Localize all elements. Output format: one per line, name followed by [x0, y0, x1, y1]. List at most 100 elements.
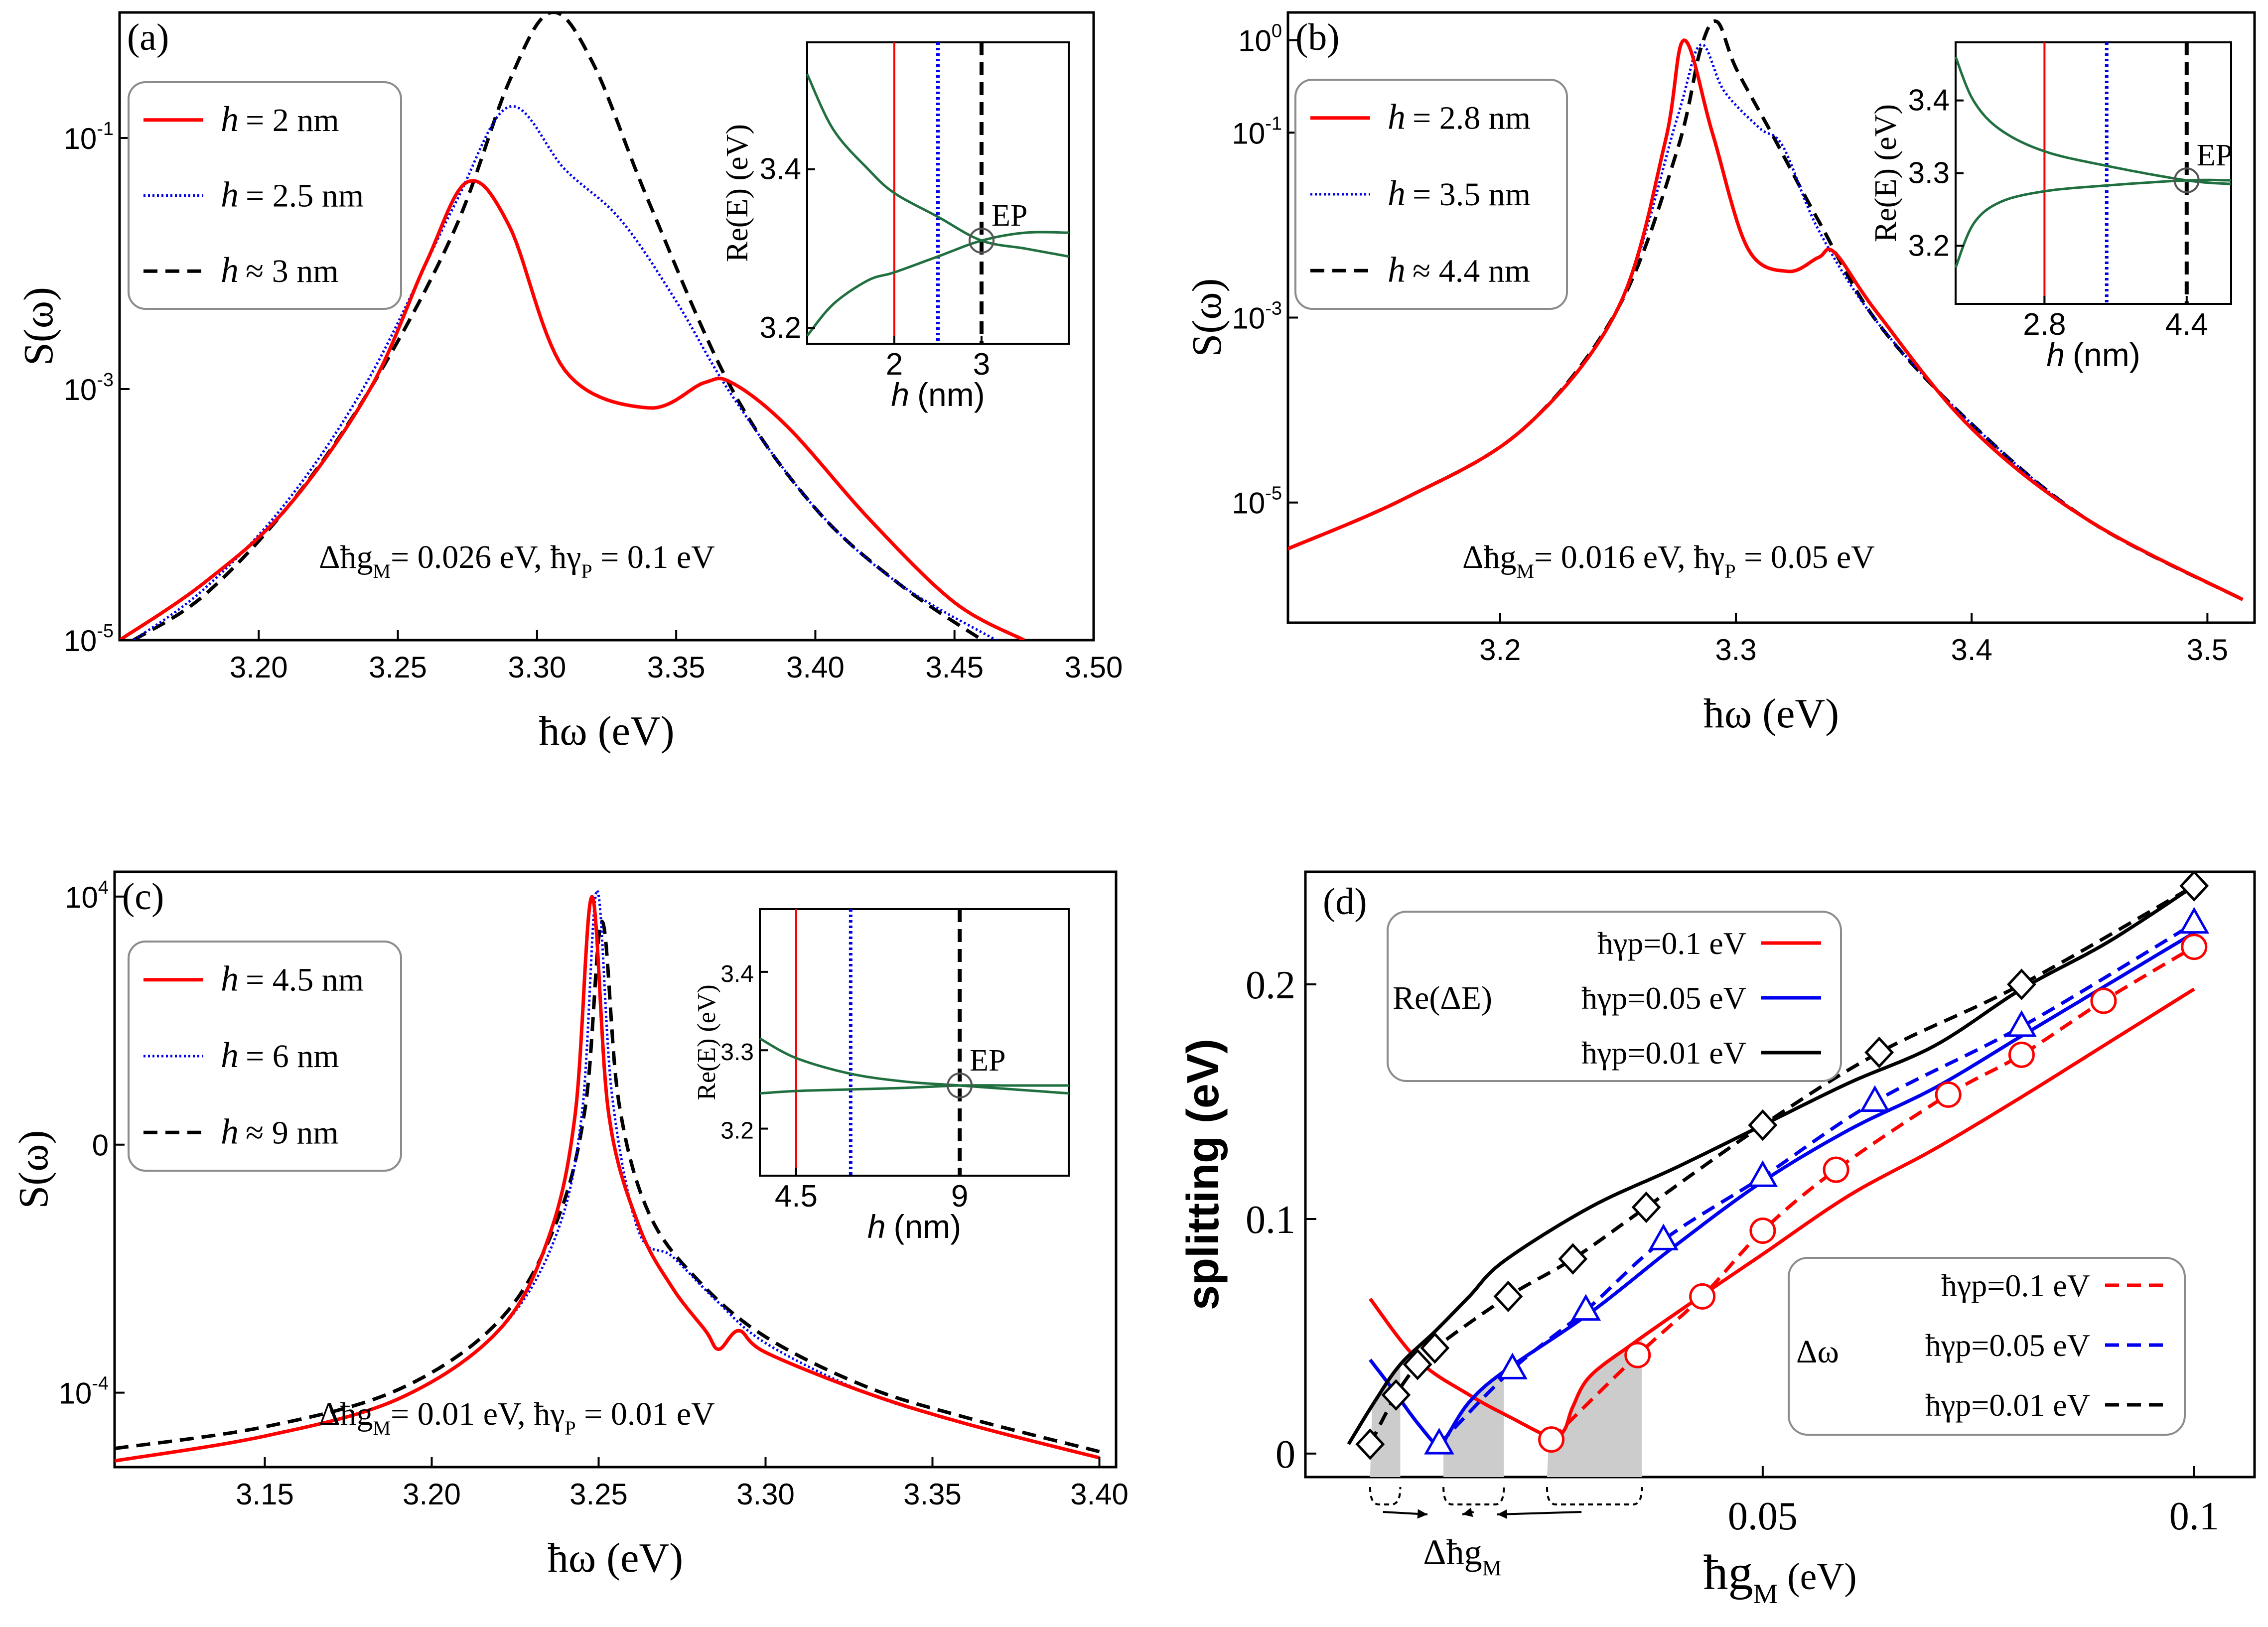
x-axis-label: ħω (eV): [1703, 690, 1839, 737]
legend-label: h = 2.5 nm: [221, 175, 364, 215]
parameter-annotation: ΔħgM= 0.01 eV, ħγP = 0.01 eV: [319, 1396, 715, 1439]
x-tick-label: 3.50: [1065, 651, 1123, 684]
splitting-line: [1437, 922, 2195, 1446]
data-marker: [1747, 1160, 1778, 1187]
panel-label: (a): [127, 16, 169, 58]
y-tick-label: 10-1: [1232, 113, 1282, 150]
y-tick-label: 10-5: [1232, 483, 1282, 520]
data-marker: [2006, 1010, 2037, 1037]
interval-bracket: [1546, 1487, 1643, 1505]
y-tick-label: 0: [92, 1129, 109, 1162]
inset-y-tick-label: 3.3: [1908, 156, 1950, 190]
inset-x-tick-label: 2.8: [2023, 307, 2066, 342]
y-tick-label: 0.2: [1246, 963, 1295, 1007]
x-axis-label: ħgM (eV): [1703, 1545, 1856, 1610]
data-marker: [1935, 1081, 1962, 1108]
x-tick-label: 3.20: [230, 651, 288, 684]
eigenvalue-branch: [806, 73, 1069, 258]
x-tick-label: 3.30: [736, 1478, 795, 1511]
inset: EP 2 3 3.2 3.4 h (nm) Re(E) (eV): [720, 41, 1070, 413]
legend-label: h ≈ 3 nm: [221, 250, 339, 290]
panel-label: (b): [1295, 16, 1340, 58]
inset-x-tick-label: 3: [973, 347, 990, 382]
plot-area: [1288, 19, 2244, 601]
legend-box: [128, 941, 402, 1172]
x-tick-label: 3.45: [925, 651, 984, 684]
inset-y-tick-label: 3.4: [760, 152, 801, 186]
x-tick-label: 3.25: [569, 1478, 628, 1511]
plot-area: [115, 889, 1100, 1463]
data-marker: [2181, 934, 2208, 960]
plot-frame: [1304, 870, 2256, 1479]
x-tick-label: 3.25: [369, 651, 427, 684]
delta-gm-label: ΔħgM: [1423, 1532, 1501, 1580]
eigenvalue-branch: [759, 1037, 1069, 1095]
data-marker: [1403, 1349, 1432, 1380]
data-marker: [2006, 968, 2036, 1000]
x-tick-label: 3.15: [236, 1478, 294, 1511]
interval-bracket: [1369, 1487, 1402, 1505]
y-tick-label: 10-3: [1232, 298, 1282, 335]
data-marker: [1424, 1427, 1454, 1455]
y-tick-label: 10-4: [58, 1373, 109, 1410]
x-tick-label: 3.40: [786, 651, 845, 684]
plot-area: [1347, 872, 2210, 1477]
inset-y-tick-label: 3.2: [760, 311, 801, 344]
eigenvalue-branch: [806, 231, 1069, 337]
inset-frame: [759, 908, 1070, 1177]
legend-box: [1788, 1257, 2186, 1436]
y-tick-label: 10-3: [63, 370, 114, 407]
legend-group-label: Δω: [1796, 1334, 1839, 1370]
legend-label: h = 6 nm: [221, 1035, 339, 1075]
inset-x-label: h (nm): [867, 1208, 961, 1245]
splitting-line: [1347, 884, 2195, 1445]
panel-b: 3.2 3.3 3.4 3.5 100 10-1 10-3 10-5 ħω (eV) S(ω) (b…: [1184, 11, 2256, 737]
panel-label: (d): [1323, 881, 1367, 923]
exceptional-point-marker: [2173, 167, 2200, 194]
inset-y-label: Re(E) (eV): [1869, 104, 1903, 242]
x-tick-label: 3.40: [1070, 1478, 1129, 1511]
y-axis-label: S(ω): [15, 287, 62, 366]
ep-label: EP: [2197, 138, 2233, 172]
plot-area: [120, 12, 1025, 640]
data-marker: [1689, 1283, 1716, 1310]
data-marker: [1823, 1156, 1849, 1183]
data-marker: [1624, 1342, 1651, 1368]
y-tick-label: 10-1: [63, 119, 114, 155]
legend-label: ħγp=0.05 eV: [1925, 1328, 2090, 1363]
exceptional-point-marker: [969, 228, 994, 254]
panel-d: 0.05 0.1 0 0.1 0.2 splitting (eV) ħgM (eV) (d) Δ…: [1178, 870, 2256, 1610]
legend-label: ħγp=0.01 eV: [1925, 1387, 2090, 1423]
data-marker: [1748, 1109, 1778, 1141]
inset-x-tick-label: 4.4: [2165, 307, 2208, 342]
inset-x-label: h (nm): [891, 376, 985, 413]
plot-frame: [113, 870, 1118, 1469]
splitting-line: [1369, 987, 2195, 1440]
inset-y-tick-label: 3.4: [1908, 84, 1950, 117]
x-tick-label: 3.4: [1951, 633, 1992, 667]
inset: EP 2.8 4.4 3.2 3.3 3.4 h (nm) Re(E) (eV): [1869, 41, 2233, 373]
data-marker: [1381, 1379, 1411, 1411]
legend-label: ħγp=0.1 eV: [1597, 926, 1746, 961]
x-axis-label: ħω (eV): [548, 1535, 683, 1581]
spectrum-line: [115, 895, 1100, 1463]
spectrum-line: [1288, 38, 2244, 601]
x-tick-label: 3.3: [1715, 633, 1756, 667]
legend-box: [1294, 79, 1568, 310]
panel-label: (c): [122, 876, 164, 918]
legend-dw: Δω ħγp=0.1 eV ħγp=0.05 eV ħγp=0.01 eV: [1788, 1257, 2186, 1436]
legend-label: ħγp=0.05 eV: [1581, 980, 1746, 1016]
data-marker: [1864, 1036, 1894, 1069]
legend-box: [128, 81, 402, 310]
arrow-head: [1462, 1507, 1473, 1517]
data-marker: [1558, 1243, 1588, 1275]
y-tick-label: 0: [1276, 1433, 1295, 1477]
parameter-annotation: ΔħgM= 0.016 eV, ħγP = 0.05 eV: [1462, 539, 1875, 582]
y-axis-label: splitting (eV): [1178, 1039, 1228, 1310]
plot-frame: [118, 11, 1095, 642]
spectrum-line: [1288, 43, 2244, 601]
data-marker: [1631, 1191, 1661, 1223]
data-marker: [1355, 1428, 1385, 1460]
data-marker: [1497, 1353, 1528, 1379]
exceptional-point-marker: [947, 1073, 973, 1099]
